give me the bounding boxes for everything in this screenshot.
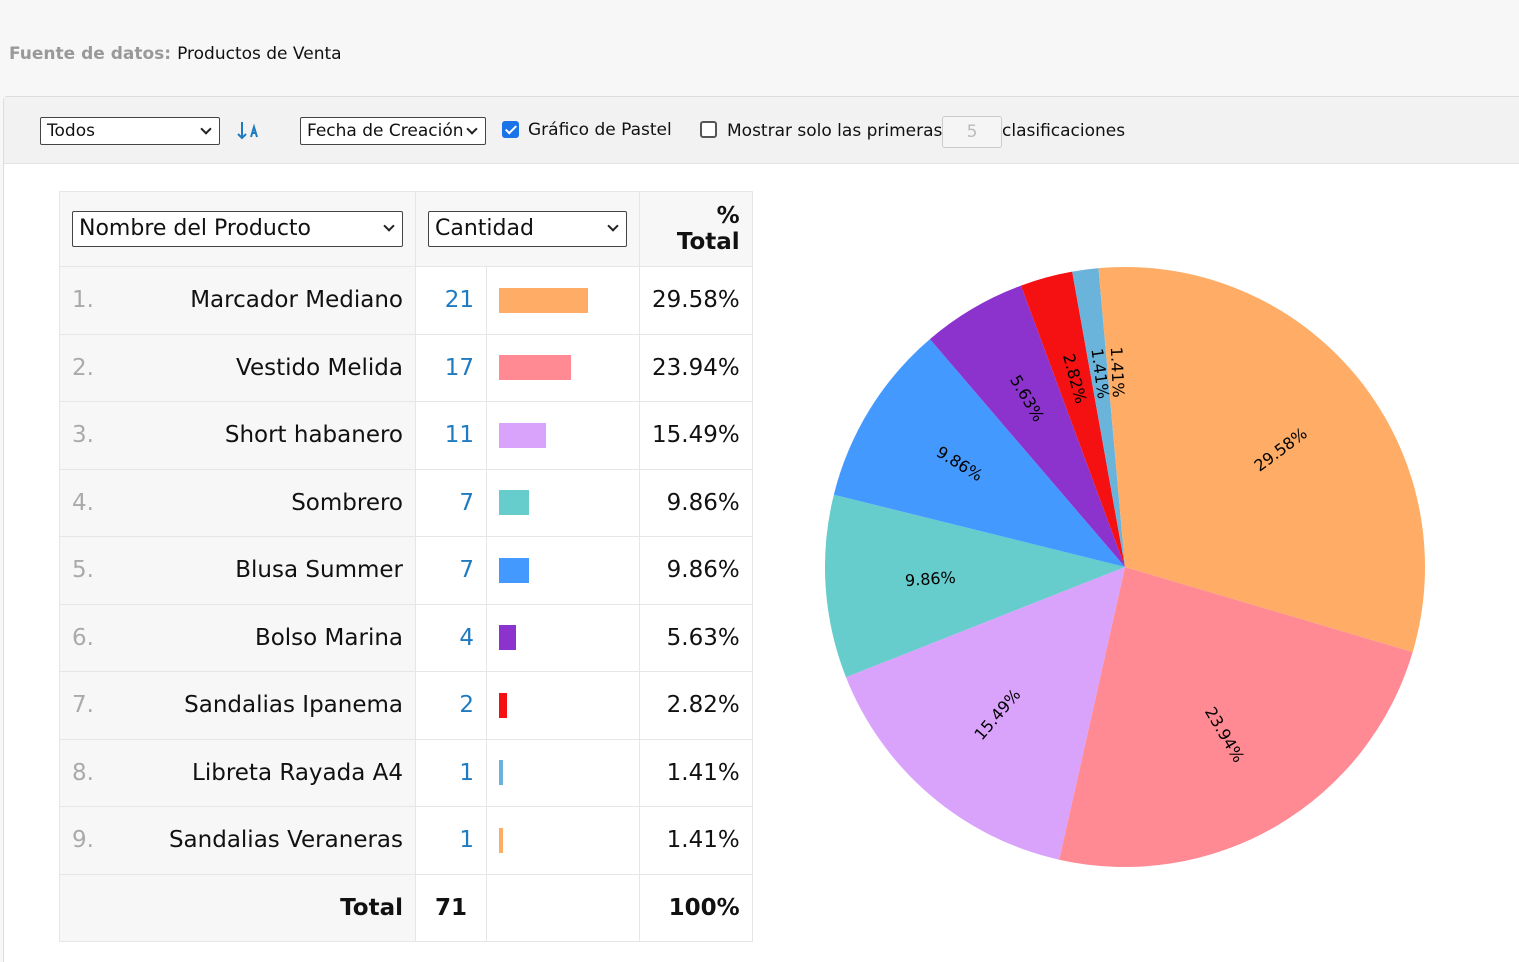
source-value: Productos de Venta (177, 44, 342, 64)
bar-cell (486, 401, 640, 470)
filter-select[interactable]: Todos (40, 117, 220, 145)
quantity: 21 (415, 266, 487, 335)
quantity-bar (499, 557, 529, 583)
pie-label: Gráfico de Pastel (528, 120, 672, 140)
bar-cell (486, 603, 640, 672)
percent: 1.41% (639, 738, 753, 807)
ranking-table: Nombre del Producto Cantidad % Total 1. Marc… (59, 191, 753, 942)
name-cell: 6. Bolso Marina (59, 603, 416, 672)
quantity-bar (499, 625, 516, 651)
product-name: Sandalias Ipanema (184, 692, 403, 719)
bar-cell (486, 536, 640, 605)
product-name: Sombrero (291, 489, 403, 516)
percent: 23.94% (639, 333, 753, 402)
row: 1. Marcador Mediano 21 29.58% (59, 266, 753, 335)
name-cell: 3. Short habanero (59, 401, 416, 470)
bar-cell (486, 806, 640, 875)
rank: 9. (72, 827, 94, 854)
row: 3. Short habanero 11 15.49% (59, 401, 753, 470)
quantity-bar (499, 355, 572, 381)
rank: 5. (72, 557, 94, 584)
quantity: 2 (415, 671, 487, 740)
top-label: Mostrar solo las primeras (727, 121, 943, 141)
top-count[interactable]: 5 (942, 116, 1002, 148)
rank: 1. (72, 287, 94, 314)
quantity-bar (499, 692, 508, 718)
quantity: 7 (415, 536, 487, 605)
bar-cell (486, 671, 640, 740)
rank: 3. (72, 422, 94, 449)
quantity-bar (499, 760, 504, 786)
percent: 9.86% (639, 536, 753, 605)
total-label: Total (59, 873, 416, 942)
sort-icon[interactable] (236, 119, 260, 143)
quantity-bar (499, 490, 529, 516)
product-name: Blusa Summer (235, 557, 403, 584)
total-row: Total 71 100% (59, 873, 753, 942)
top-checkbox[interactable] (700, 121, 717, 138)
quantity-bar (499, 827, 504, 853)
row: 6. Bolso Marina 4 5.63% (59, 603, 753, 672)
product-name: Vestido Melida (236, 354, 403, 381)
product-name: Sandalias Veraneras (168, 827, 403, 854)
row: 5. Blusa Summer 7 9.86% (59, 536, 753, 605)
name-cell: 5. Blusa Summer (59, 536, 416, 605)
quantity-bar (499, 287, 588, 313)
name-cell: 1. Marcador Mediano (59, 266, 416, 335)
percent: 15.49% (639, 401, 753, 470)
percent: 29.58% (639, 266, 753, 335)
name-cell: 7. Sandalias Ipanema (59, 671, 416, 740)
quantity: 11 (415, 401, 487, 470)
top-suffix: clasificaciones (1002, 121, 1126, 141)
quantity: 7 (415, 468, 487, 537)
source-label: Fuente de datos: (9, 44, 172, 64)
quantity: 1 (415, 738, 487, 807)
bar-cell (486, 468, 640, 537)
quantity: 17 (415, 333, 487, 402)
quantity: 4 (415, 603, 487, 672)
bar-cell (486, 333, 640, 402)
pie-checkbox[interactable] (502, 121, 519, 138)
name-column-select[interactable]: Nombre del Producto (72, 211, 403, 247)
rank: 6. (72, 624, 94, 651)
product-name: Marcador Mediano (190, 287, 403, 314)
rank: 7. (72, 692, 94, 719)
percent-header: % Total (639, 191, 753, 267)
row: 4. Sombrero 7 9.86% (59, 468, 753, 537)
toolbar: Todos Fecha de Creación Gráfico de Paste… (4, 97, 1519, 164)
rank: 8. (72, 759, 94, 786)
sort-select[interactable]: Fecha de Creación (300, 117, 486, 145)
rank: 4. (72, 489, 94, 516)
row: 2. Vestido Melida 17 23.94% (59, 333, 753, 402)
row: 7. Sandalias Ipanema 2 2.82% (59, 671, 753, 740)
name-cell: 4. Sombrero (59, 468, 416, 537)
header-row: Nombre del Producto Cantidad % Total (59, 191, 753, 267)
header-cell: Nombre del Producto (59, 191, 416, 267)
product-name: Short habanero (224, 422, 403, 449)
rank: 2. (72, 354, 94, 381)
bar-cell (486, 266, 640, 335)
total-quantity: 71 (415, 873, 487, 942)
percent: 2.82% (639, 671, 753, 740)
product-name: Libreta Rayada A4 (192, 759, 403, 786)
name-cell: 8. Libreta Rayada A4 (59, 738, 416, 807)
bar-cell (486, 738, 640, 807)
data-source: Fuente de datos: Productos de Venta (9, 44, 342, 64)
percent: 1.41% (639, 806, 753, 875)
name-cell: 2. Vestido Melida (59, 333, 416, 402)
percent: 5.63% (639, 603, 753, 672)
header-cell: Cantidad (415, 191, 640, 267)
quantity: 1 (415, 806, 487, 875)
quantity-bar (499, 422, 546, 448)
name-cell: 9. Sandalias Veraneras (59, 806, 416, 875)
product-name: Bolso Marina (254, 624, 403, 651)
total-blank (486, 873, 640, 942)
row: 8. Libreta Rayada A4 1 1.41% (59, 738, 753, 807)
quantity-column-select[interactable]: Cantidad (428, 211, 627, 247)
row: 9. Sandalias Veraneras 1 1.41% (59, 806, 753, 875)
percent: 9.86% (639, 468, 753, 537)
total-percent: 100% (639, 873, 753, 942)
